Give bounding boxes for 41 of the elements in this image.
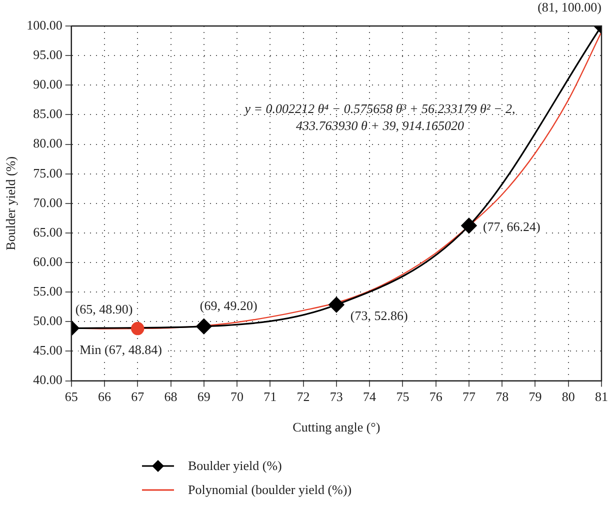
x-tick-label: 67	[131, 389, 145, 404]
y-tick-label: 100.00	[26, 17, 62, 32]
y-tick-label: 90.00	[33, 76, 62, 92]
x-tick-label: 70	[230, 389, 244, 404]
annotation: y = 0.002212 θ⁴ − 0.575658 θ³ + 56.233179 θ² − 2, 433.763930 θ + 39, 914.165020	[242, 100, 516, 134]
x-tick-label: 80	[562, 389, 575, 404]
x-tick-label: 71	[264, 389, 277, 404]
legend-label: Polynomial (boulder yield (%))	[188, 482, 352, 498]
y-tick-label: 50.00	[33, 313, 62, 328]
y-axis-title: Boulder yield (%)	[3, 156, 18, 250]
legend-label: Boulder yield (%)	[188, 458, 282, 474]
y-tick-label: 45.00	[33, 342, 62, 358]
x-tick-label: 72	[296, 389, 310, 404]
x-tick-label: 77	[462, 389, 476, 404]
y-tick-label: 75.00	[33, 165, 62, 180]
y-tick-label: 95.00	[33, 46, 62, 62]
x-tick-label: 66	[98, 389, 112, 404]
x-tick-label: 68	[164, 389, 178, 404]
x-tick-label: 81	[595, 389, 608, 404]
x-tick-label: 65	[64, 389, 78, 404]
y-tick-label: 70.00	[33, 194, 62, 210]
x-tick-label: 74	[363, 389, 377, 404]
y-tick-label: 65.00	[33, 224, 62, 240]
annotation: Min (67, 48.84)	[80, 342, 162, 357]
annotation: (65, 48.90)	[75, 302, 133, 317]
annotation: (81, 100.00)	[538, 0, 602, 14]
y-tick-label: 80.00	[33, 136, 62, 151]
x-tick-label: 75	[396, 389, 410, 404]
x-tick-label: 69	[197, 389, 210, 404]
x-axis-title: Cutting angle (°)	[292, 420, 380, 435]
x-tick-label: 78	[496, 389, 509, 404]
y-tick-label: 55.00	[33, 284, 62, 299]
annotation: (73, 52.86)	[350, 308, 408, 324]
annotation: (69, 49.20)	[200, 298, 258, 313]
y-tick-label: 60.00	[33, 254, 62, 269]
x-tick-label: 76	[429, 389, 443, 404]
y-tick-label: 85.00	[33, 106, 62, 122]
y-tick-label: 40.00	[33, 372, 62, 388]
x-tick-label: 73	[330, 389, 343, 404]
x-tick-label: 79	[528, 389, 542, 404]
annotation: (77, 66.24)	[482, 219, 540, 234]
